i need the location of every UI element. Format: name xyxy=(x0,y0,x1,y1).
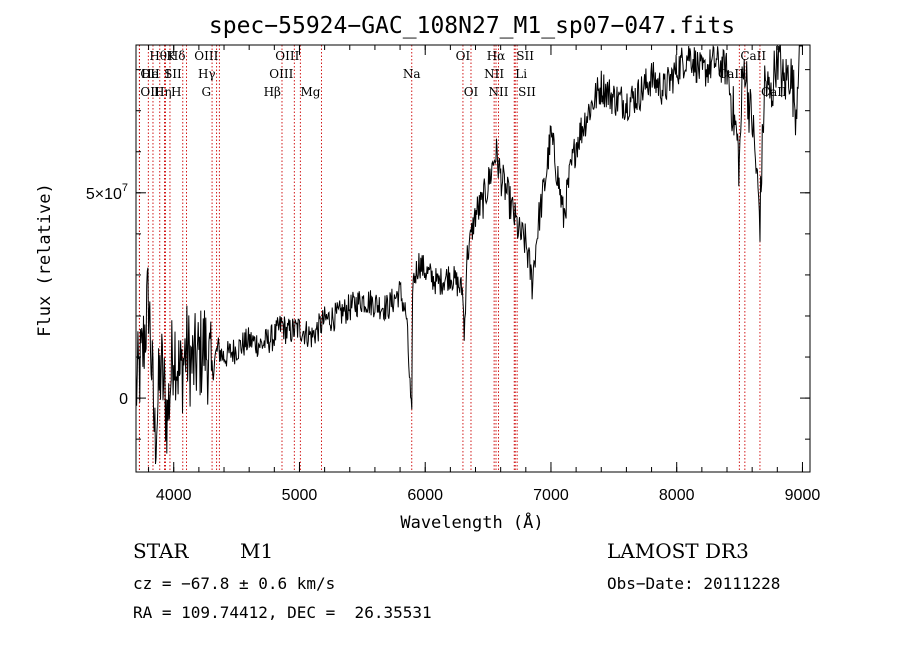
redshift-cz: cz = −67.8 ± 0.6 km/s xyxy=(133,574,336,593)
spectral-line-label: Li xyxy=(515,67,527,81)
spectral-line-label: I xyxy=(166,67,171,81)
spectral-line-label: OI xyxy=(456,49,471,63)
spectral-line-label: K xyxy=(166,49,176,63)
x-tick-label: 7000 xyxy=(533,487,569,504)
spectral-line-label: Hδ xyxy=(168,49,186,63)
x-tick-label: 4000 xyxy=(156,487,192,504)
spectral-line-label: OIII xyxy=(140,85,164,99)
spectral-line-label: Na xyxy=(403,67,421,81)
y-tick-label: 0 xyxy=(119,391,128,408)
plot-frame xyxy=(135,44,811,473)
spectral-line-label: SII xyxy=(164,67,182,81)
spectral-line-label: Hβ xyxy=(264,85,281,99)
spectral-line-label: Hα xyxy=(487,49,506,63)
spectral-line-label: NII xyxy=(489,85,509,99)
spectral-line-label: SII xyxy=(516,49,534,63)
spectrum-series xyxy=(135,44,803,465)
spectrum-line xyxy=(135,44,803,465)
x-tick-label: 6000 xyxy=(407,487,443,504)
object-subclass: M1 xyxy=(240,539,274,563)
spectral-line-markers xyxy=(138,45,761,472)
survey-name: LAMOST DR3 xyxy=(607,539,749,563)
spectral-line-label: OI xyxy=(464,85,479,99)
x-tick-label: 8000 xyxy=(659,487,695,504)
spectral-line-label: OIII xyxy=(194,49,218,63)
observation-date: Obs−Date: 20111228 xyxy=(607,574,781,593)
spectral-line-label: CaII xyxy=(761,85,787,99)
spectral-line-label: Hθ xyxy=(149,49,167,63)
chart-title: spec−55924−GAC_108N27_M1_sp07−047.fits xyxy=(209,13,735,39)
spectral-line-label: Mg xyxy=(301,85,321,99)
spectral-line-label: CaII xyxy=(718,67,744,81)
object-class: STAR xyxy=(133,539,189,563)
spectral-line-label: G xyxy=(201,85,211,99)
spectral-line-label: He xyxy=(141,67,159,81)
spectral-line-label: Hγ xyxy=(198,67,216,81)
spectral-line-label: CaII xyxy=(740,49,766,63)
spectral-line-label: SII xyxy=(518,85,536,99)
x-tick-label: 9000 xyxy=(785,487,821,504)
y-tick-label: 5×107 xyxy=(86,182,128,203)
spectral-line-label: OIII xyxy=(269,67,293,81)
spectral-line-label: H xyxy=(171,85,181,99)
spectral-line-label: OIII xyxy=(275,49,299,63)
y-axis-label: Flux (relative) xyxy=(35,183,55,337)
spectral-line-label: OII xyxy=(140,67,160,81)
x-tick-label: 5000 xyxy=(282,487,318,504)
x-axis-label: Wavelength (Å) xyxy=(400,511,543,533)
coordinates: RA = 109.74412, DEC = 26.35531 xyxy=(133,603,432,622)
spectral-line-label: NII xyxy=(484,67,504,81)
spectral-line-label: Hη xyxy=(154,85,172,99)
